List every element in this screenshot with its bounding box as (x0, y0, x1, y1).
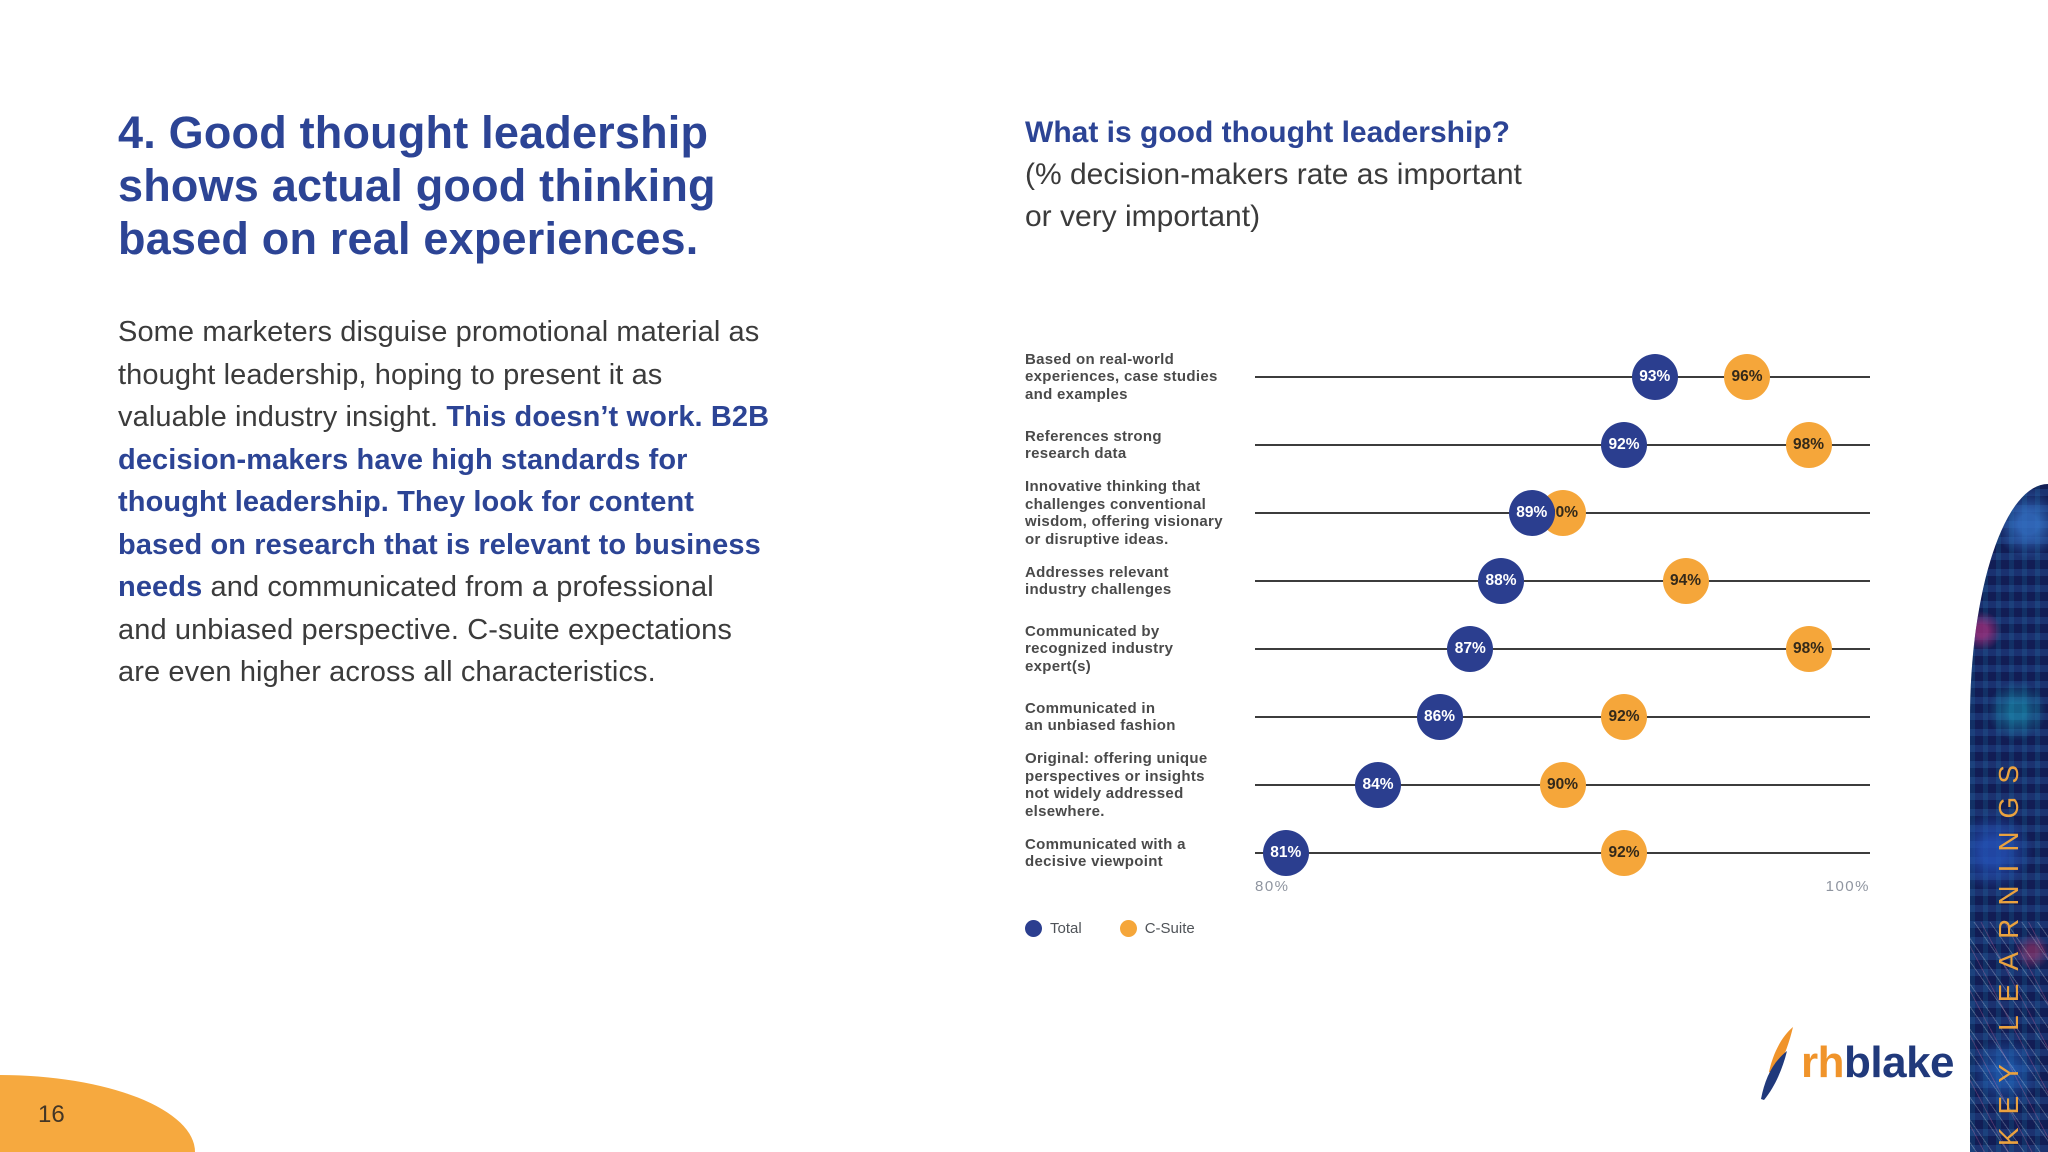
chart-legend: Total C-Suite (1025, 920, 1195, 937)
page-number: 16 (38, 1101, 65, 1128)
row-track: 86% 92% (1255, 683, 1870, 751)
category-label: Based on real-world experiences, case st… (1025, 350, 1218, 403)
csuite-dot: 98% (1785, 626, 1832, 672)
row-track: 92% 98% (1255, 411, 1870, 479)
rhblake-logo: rhblake (1758, 1026, 1955, 1100)
legend-label: C-Suite (1144, 920, 1195, 937)
legend-label: Total (1050, 920, 1082, 937)
chart-row: Communicated by recognized industry expe… (1025, 615, 1870, 683)
logo-rh: rh (1801, 1038, 1845, 1087)
row-track: 89% 90% (1255, 479, 1870, 547)
headline: 4. Good thought leadership shows actual … (118, 107, 716, 264)
chart-row: References strong research data 92% 98% (1025, 411, 1870, 479)
csuite-dot: 98% (1785, 422, 1832, 468)
category-label: Communicated by recognized industry expe… (1025, 622, 1174, 675)
chart-row: Original: offering unique perspectives o… (1025, 750, 1870, 820)
category-label: Innovative thinking that challenges conv… (1025, 478, 1223, 548)
row-line (1255, 852, 1870, 854)
row-track: 88% 94% (1255, 547, 1870, 615)
body-text: Some marketers disguise promotional mate… (118, 316, 760, 433)
row-line (1255, 648, 1870, 650)
chart-header: What is good thought leadership? (% deci… (1025, 112, 1625, 238)
circuit-texture (1970, 484, 2048, 1152)
row-track: 81% 92% (1255, 819, 1870, 887)
rhblake-logo-icon (1761, 1027, 1793, 1100)
total-dot: 87% (1447, 626, 1494, 672)
legend-item: C-Suite (1119, 920, 1195, 937)
logo-blake: blake (1844, 1038, 1955, 1087)
chart-subtitle: (% decision-makers rate as important or … (1025, 158, 1522, 233)
total-dot: 86% (1416, 694, 1463, 740)
row-line (1255, 716, 1870, 718)
total-dot: 93% (1631, 354, 1678, 400)
legend-swatch (1025, 920, 1042, 937)
csuite-dot: 92% (1601, 830, 1647, 876)
body-text: and communicated from a professional and… (118, 571, 732, 688)
category-label: References strong research data (1025, 427, 1162, 463)
body-text-bold: This doesn’t work. B2B decision-makers h… (118, 401, 770, 603)
legend-item: Total (1025, 920, 1082, 937)
chart-row: Based on real-world experiences, case st… (1025, 343, 1870, 411)
x-tick-min: 80% (1255, 878, 1290, 895)
chart-row: Communicated with a decisive viewpoint 81… (1025, 819, 1870, 887)
trace-lines-texture (1970, 922, 2048, 1152)
rhblake-logo-text: rhblake (1801, 1038, 1955, 1087)
total-dot: 89% (1508, 490, 1555, 536)
category-label: Original: offering unique perspectives o… (1025, 750, 1208, 820)
chart-row: Communicated in an unbiased fashion 86% 92… (1025, 683, 1870, 751)
chart-row: Innovative thinking that challenges conv… (1025, 478, 1870, 548)
total-dot: 84% (1355, 762, 1401, 808)
total-dot: 92% (1601, 422, 1647, 468)
total-dot: 88% (1478, 558, 1524, 604)
x-tick-max: 100% (1825, 878, 1870, 895)
csuite-dot: 92% (1601, 694, 1647, 740)
row-track: 93% 96% (1255, 343, 1870, 411)
key-learnings-panel: KEY LEARNINGS (1970, 484, 2048, 1152)
row-line (1255, 444, 1870, 446)
csuite-dot: 94% (1662, 558, 1709, 604)
category-label: Communicated in an unbiased fashion (1025, 699, 1176, 735)
x-axis-labels: 80% 100% (1255, 878, 1870, 895)
row-track: 84% 90% (1255, 751, 1870, 819)
chart-row: Addresses relevant industry challenges 88… (1025, 547, 1870, 615)
row-line (1255, 580, 1870, 582)
legend-swatch (1119, 920, 1137, 937)
row-track: 87% 98% (1255, 615, 1870, 683)
csuite-dot: 96% (1724, 354, 1770, 400)
category-label: Communicated with a decisive viewpoint (1025, 835, 1186, 871)
chart-title: What is good thought leadership? (1025, 116, 1510, 149)
corner-accent-shape (0, 1075, 195, 1152)
section-vertical-label: KEY LEARNINGS (1993, 751, 2024, 1146)
row-line (1255, 376, 1870, 378)
total-dot: 81% (1262, 830, 1309, 876)
category-label: Addresses relevant industry challenges (1025, 563, 1172, 599)
csuite-dot: 90% (1539, 762, 1586, 808)
body-paragraph: Some marketers disguise promotional mate… (118, 311, 770, 694)
chart-rows: Based on real-world experiences, case st… (1025, 343, 1870, 887)
